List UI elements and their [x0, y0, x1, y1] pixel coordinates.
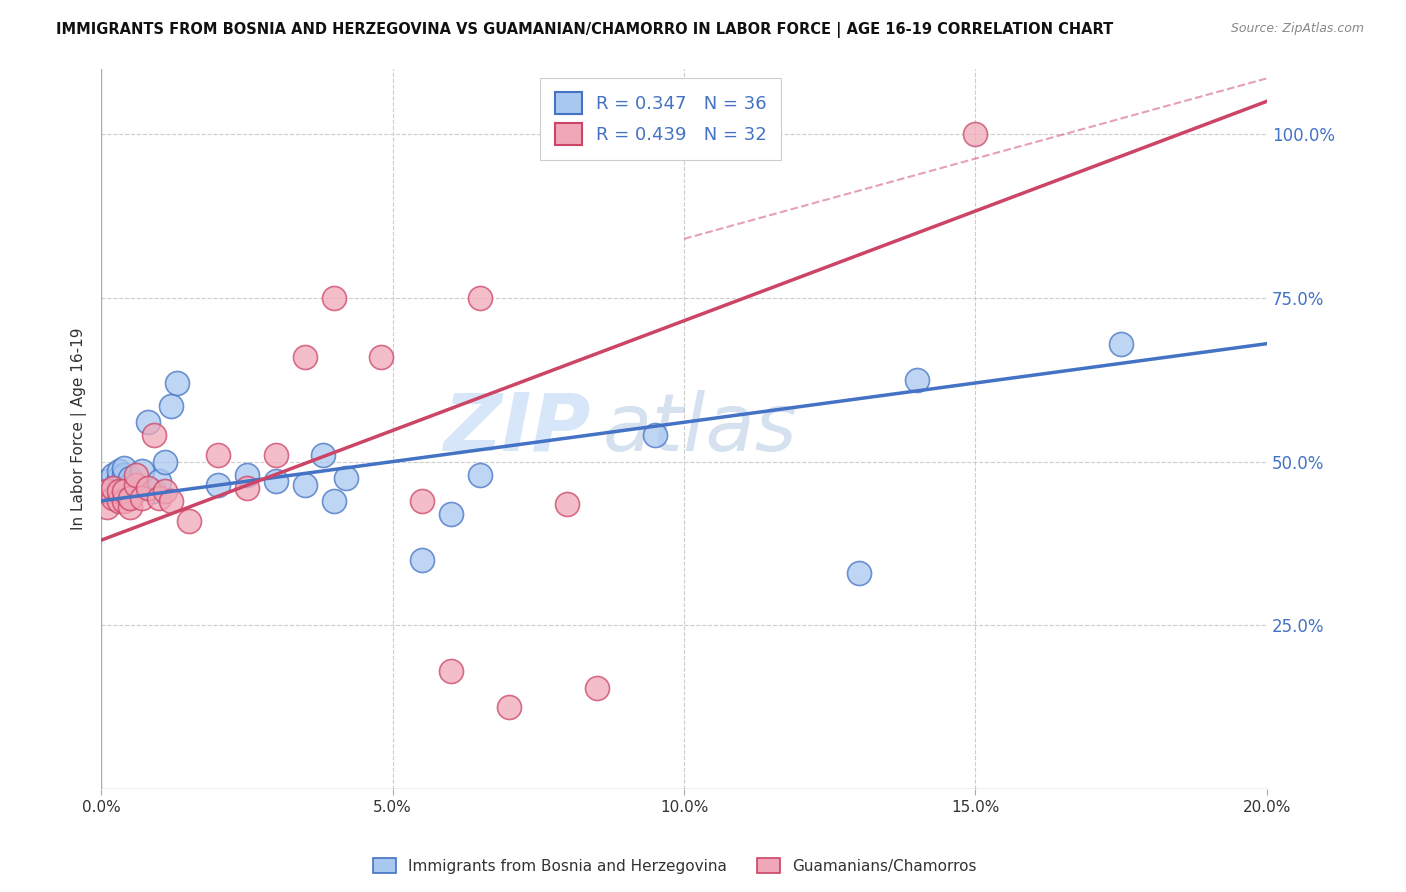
Point: [120, 477, 142, 491]
Point: [177, 514, 200, 528]
Point: [207, 448, 229, 462]
Point: [965, 127, 987, 141]
Point: [148, 491, 170, 505]
Point: [1109, 336, 1132, 351]
Point: [323, 291, 346, 305]
Point: [101, 481, 124, 495]
Point: [644, 428, 666, 442]
Point: [468, 467, 491, 482]
Point: [136, 415, 159, 429]
Point: [120, 471, 142, 485]
Point: [120, 500, 142, 515]
Point: [120, 484, 142, 499]
Point: [120, 491, 142, 505]
Point: [96, 484, 118, 499]
Point: [294, 350, 316, 364]
Text: Source: ZipAtlas.com: Source: ZipAtlas.com: [1230, 22, 1364, 36]
Point: [905, 373, 928, 387]
Point: [131, 464, 153, 478]
Point: [107, 464, 129, 478]
Point: [96, 500, 118, 515]
Point: [236, 467, 259, 482]
Point: [107, 471, 129, 485]
Text: atlas: atlas: [602, 390, 797, 467]
Point: [114, 494, 136, 508]
Point: [294, 477, 316, 491]
Point: [125, 467, 148, 482]
Point: [114, 484, 136, 499]
Point: [148, 475, 170, 489]
Point: [142, 428, 165, 442]
Point: [101, 481, 124, 495]
Point: [440, 507, 463, 521]
Point: [411, 494, 433, 508]
Point: [498, 700, 520, 714]
Point: [101, 467, 124, 482]
Point: [114, 461, 136, 475]
Point: [335, 471, 357, 485]
Point: [557, 497, 579, 511]
Text: IMMIGRANTS FROM BOSNIA AND HERZEGOVINA VS GUAMANIAN/CHAMORRO IN LABOR FORCE | AG: IMMIGRANTS FROM BOSNIA AND HERZEGOVINA V…: [56, 22, 1114, 38]
Point: [125, 477, 148, 491]
Point: [96, 484, 118, 499]
Point: [125, 477, 148, 491]
Point: [264, 448, 287, 462]
Point: [107, 481, 129, 495]
Point: [411, 553, 433, 567]
Point: [468, 291, 491, 305]
Point: [160, 399, 183, 413]
Point: [155, 484, 177, 499]
Point: [236, 481, 259, 495]
Point: [166, 376, 188, 390]
Point: [114, 467, 136, 482]
Y-axis label: In Labor Force | Age 16-19: In Labor Force | Age 16-19: [72, 327, 87, 530]
Point: [585, 681, 607, 695]
Point: [440, 664, 463, 678]
Legend: Immigrants from Bosnia and Herzegovina, Guamanians/Chamorros: Immigrants from Bosnia and Herzegovina, …: [367, 852, 983, 880]
Point: [155, 454, 177, 468]
Point: [848, 566, 870, 580]
Point: [207, 477, 229, 491]
Text: ZIP: ZIP: [443, 390, 591, 467]
Legend: R = 0.347   N = 36, R = 0.439   N = 32: R = 0.347 N = 36, R = 0.439 N = 32: [540, 78, 782, 160]
Point: [114, 481, 136, 495]
Point: [136, 481, 159, 495]
Point: [264, 475, 287, 489]
Point: [311, 448, 333, 462]
Point: [323, 494, 346, 508]
Point: [96, 475, 118, 489]
Point: [160, 494, 183, 508]
Point: [101, 491, 124, 505]
Point: [370, 350, 392, 364]
Point: [107, 484, 129, 499]
Point: [131, 491, 153, 505]
Point: [107, 494, 129, 508]
Point: [125, 484, 148, 499]
Point: [142, 484, 165, 499]
